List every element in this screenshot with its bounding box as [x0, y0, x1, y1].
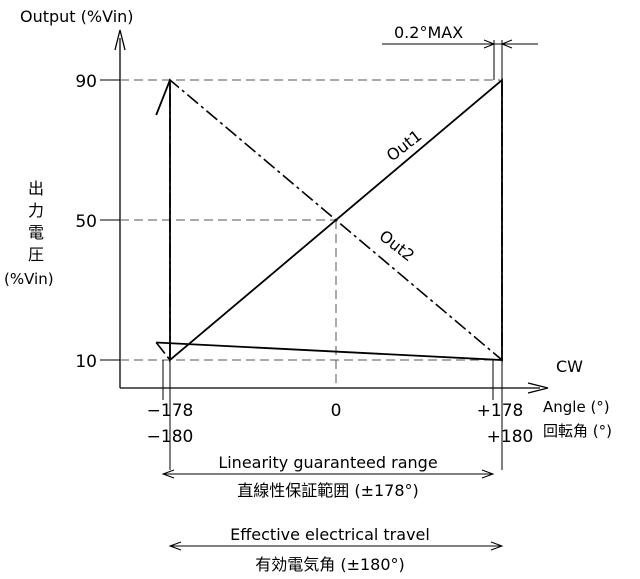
y-tick-label-90: 90 [75, 72, 97, 92]
x-tick-label-neg178: −178 [147, 401, 194, 421]
series-out1-label: Out1 [383, 126, 426, 165]
series-out2-line [155, 78, 503, 363]
max-gap-arrow-left [483, 39, 496, 49]
y-axis-unit-jp: (%Vin) [4, 270, 54, 288]
y-axis-title-jp-3: 電 [28, 223, 44, 242]
x-axis-title: Angle (°) [543, 398, 610, 416]
x-axis-arrow [527, 382, 549, 394]
x-tick-label-pos178: +178 [477, 401, 524, 421]
travel-arrow-left [168, 541, 182, 551]
x-tick-label-neg180: −180 [147, 427, 194, 447]
y-tick-label-50: 50 [75, 212, 97, 232]
y-tick-label-10: 10 [75, 352, 97, 372]
x-axis-title-jp: 回転角 (°) [543, 422, 612, 440]
linearity-range-label-jp: 直線性保証範囲 (±178°) [237, 481, 419, 500]
linearity-arrow-left [161, 469, 175, 479]
effective-travel-label: Effective electrical travel [230, 525, 430, 544]
x-tick-label-0: 0 [331, 401, 342, 421]
y-axis-title-jp-2: 力 [28, 201, 44, 220]
linearity-arrow-right [481, 469, 495, 479]
y-axis-title-jp-1: 出 [28, 179, 44, 198]
y-axis-arrow [114, 29, 126, 51]
max-gap-label: 0.2°MAX [394, 23, 463, 42]
travel-arrow-right [490, 541, 504, 551]
y-axis-title-jp-4: 圧 [28, 245, 44, 264]
x-direction-label: CW [556, 357, 583, 376]
y-axis-title: Output (%Vin) [20, 7, 134, 26]
linearity-range-label: Linearity guaranteed range [218, 453, 437, 472]
effective-travel-label-jp: 有効電気角 (±180°) [255, 555, 405, 574]
x-tick-label-pos180: +180 [487, 427, 534, 447]
max-gap-arrow-right [500, 39, 513, 49]
